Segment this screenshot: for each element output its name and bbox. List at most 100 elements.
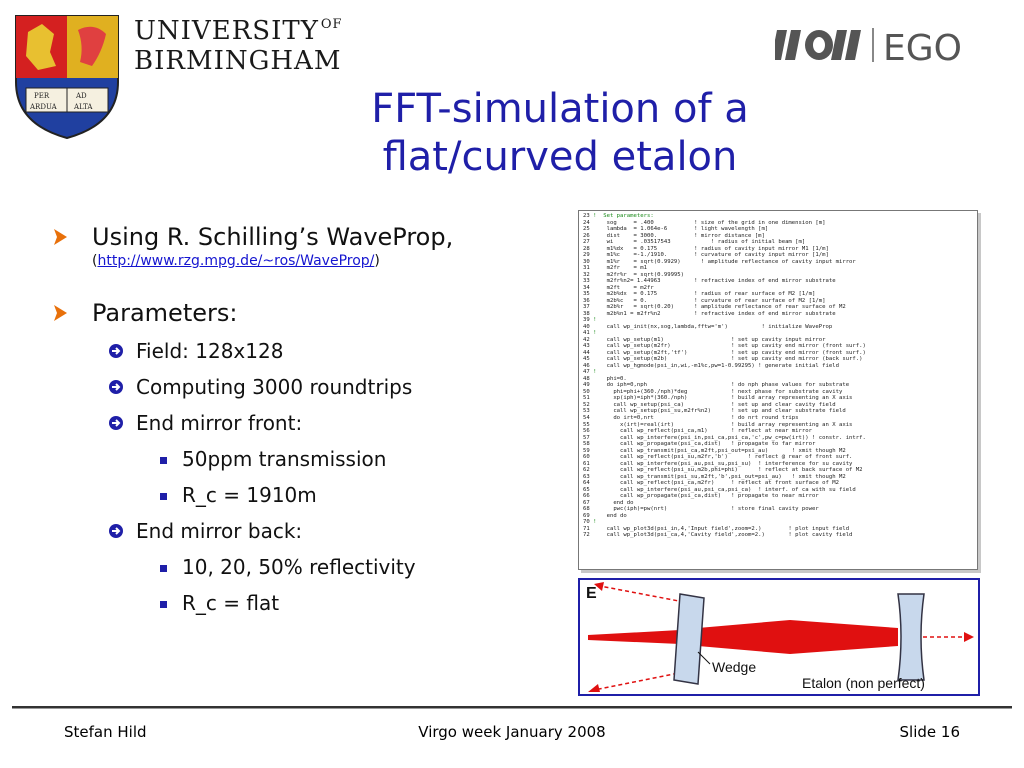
code-line: 40 call wp_init(nx,sog,lambda,fftw='m') … xyxy=(583,324,977,331)
code-line-text: call wp_reflect(psi_su,m2b,phi=phi) ! re… xyxy=(593,467,863,474)
svg-text:AD: AD xyxy=(75,92,87,100)
code-line-number: 70 xyxy=(583,519,594,526)
code-line: 63 call wp_transmit(psi_su,m2ft,'b',psi_… xyxy=(583,474,977,481)
code-line-number: 46 xyxy=(583,362,594,369)
code-line-text: call wp_interfere(psi_in,psi_ca,psi_ca,'… xyxy=(593,434,866,441)
code-line-number: 24 xyxy=(583,219,594,226)
code-line-text: ! xyxy=(593,330,597,337)
code-line-number: 56 xyxy=(583,428,594,435)
code-line-number: 41 xyxy=(583,330,594,337)
link-prefix: ( xyxy=(92,253,98,269)
code-line-text: sog = .400 ! size of the grid in one dim… xyxy=(593,219,826,226)
etalon-diagram: E Wedge Etalon (non perfect) xyxy=(578,578,980,696)
code-line: 30 m1%r = sqrt(0.9929) ! amplitude refle… xyxy=(583,259,977,266)
wedge-optic xyxy=(673,593,705,685)
code-line-text: wi = .03517543 ! radius of initial beam … xyxy=(593,239,806,246)
svg-text:ARDUA: ARDUA xyxy=(29,103,58,111)
code-line-number: 61 xyxy=(583,460,594,467)
sub-sub-bullet-reflectivity: 10, 20, 50% reflectivity xyxy=(52,554,572,580)
circle-arrow-icon xyxy=(109,344,123,358)
footer-slide-number: Slide 16 xyxy=(899,723,960,741)
code-line: 38 m2b%n1 = m2fr%n2 ! refractive index o… xyxy=(583,311,977,318)
code-line: 60 call wp_reflect(psi_su,m2fr,'b') ! re… xyxy=(583,454,977,461)
sub-sub-bullet-rc-front: R_c = 1910m xyxy=(52,482,572,508)
cavity-beam xyxy=(698,620,898,654)
code-line-number: 26 xyxy=(583,232,594,239)
code-line: 43 call wp_setup(m2fr) ! set up cavity e… xyxy=(583,343,977,350)
code-line: 46 call wp_hgmode(psi_in,wi,-m1%c,pw=1-0… xyxy=(583,363,977,370)
code-line-text: call wp_hgmode(psi_in,wi,-m1%c,pw=1-0.99… xyxy=(593,362,839,369)
code-line: 27 wi = .03517543 ! radius of initial be… xyxy=(583,239,977,246)
code-line-number: 63 xyxy=(583,473,594,480)
code-line: 45 call wp_setup(m2b) ! set up cavity en… xyxy=(583,356,977,363)
code-line-number: 47 xyxy=(583,369,594,376)
code-line-number: 60 xyxy=(583,454,594,461)
code-line-number: 49 xyxy=(583,382,594,389)
slide-title: FFT-simulation of a flat/curved etalon xyxy=(300,85,820,181)
code-line: 66 call wp_propagate(psi_ca,dist) ! prop… xyxy=(583,493,977,500)
university-of: OF xyxy=(320,17,343,32)
code-line-text: call wp_setup(m2ft,'tf') ! set up cavity… xyxy=(593,349,866,356)
code-line-text: m1%r = sqrt(0.9929) ! amplitude reflecta… xyxy=(593,258,856,265)
footer-event: Virgo week January 2008 xyxy=(418,723,606,741)
wave-prop-link[interactable]: http://www.rzg.mpg.de/~ros/WaveProp/ xyxy=(97,253,375,269)
arrow-bullet-icon xyxy=(54,305,67,321)
svg-text:ALTA: ALTA xyxy=(73,103,93,111)
reflected-arrow-up xyxy=(599,585,685,603)
bullet-parameters-text: Parameters: xyxy=(92,299,238,327)
code-line-text: call wp_plot3d(psi_ca,4,'Cavity field',z… xyxy=(593,532,853,539)
code-line-number: 53 xyxy=(583,408,594,415)
code-line-number: 57 xyxy=(583,434,594,441)
code-line-text: phi=0. xyxy=(593,375,627,382)
ego-logo-text: EGO xyxy=(883,28,962,68)
code-line-text: ! xyxy=(593,519,597,526)
code-line-text: end do xyxy=(593,499,634,506)
code-line-number: 31 xyxy=(583,265,594,272)
code-line-number: 64 xyxy=(583,480,594,487)
code-line-number: 59 xyxy=(583,447,594,454)
code-listing: 23 ! Set parameters: 24 sog = .400 ! size… xyxy=(579,211,977,539)
code-line: 61 call wp_interfere(psi_au,psi_su,psi_s… xyxy=(583,461,977,468)
wave-prop-link-line: (http://www.rzg.mpg.de/~ros/WaveProp/) xyxy=(52,252,572,270)
code-line-text: do iph=0,nph ! do nph phase values for s… xyxy=(593,382,850,389)
code-line-text: call wp_reflect(psi_ca,m2fr) ! reflect a… xyxy=(593,480,839,487)
code-line: 39 ! xyxy=(583,317,977,324)
code-line-number: 50 xyxy=(583,388,594,395)
code-line: 64 call wp_reflect(psi_ca,m2fr) ! reflec… xyxy=(583,480,977,487)
code-line: 35 m2b%dx = 0.175 ! radius of rear surfa… xyxy=(583,291,977,298)
code-line-text: call wp_reflect(psi_su,m2fr,'b') ! refle… xyxy=(593,454,853,461)
footer-author: Stefan Hild xyxy=(64,723,147,741)
code-line-text: m1%c =-1./1910. ! curvature of cavity in… xyxy=(593,252,829,259)
code-line-text: call wp_propagate(psi_ca,dist) ! propaga… xyxy=(593,493,819,500)
ego-logo: EGO xyxy=(775,28,962,68)
code-line-text: m2b%dx = 0.175 ! radius of rear surface … xyxy=(593,291,816,298)
code-line: 23 ! Set parameters: xyxy=(583,213,977,220)
sub-bullet-end-mirror-front-text: End mirror front: xyxy=(136,411,303,435)
code-line-number: 37 xyxy=(583,304,594,311)
code-line: 47 ! xyxy=(583,369,977,376)
code-line: 24 sog = .400 ! size of the grid in one … xyxy=(583,220,977,227)
code-line: 54 do irt=0,nrt ! do nrt round trips xyxy=(583,415,977,422)
code-line-number: 68 xyxy=(583,506,594,513)
sub-bullet-end-mirror-back: End mirror back: xyxy=(52,518,572,544)
code-line-text: end do xyxy=(593,512,627,519)
code-line: 41 ! xyxy=(583,330,977,337)
square-bullet-icon xyxy=(160,601,167,608)
reflected-arrow-down xyxy=(593,671,685,691)
code-line: 65 call wp_interfere(psi_au,psi_ca,psi_c… xyxy=(583,487,977,494)
university-line2: BIRMINGHAM xyxy=(134,46,342,76)
bullet-list: Using R. Schilling’s WaveProp, (http://w… xyxy=(52,222,572,616)
code-line-text: call wp_setup(m1) ! set up cavity input … xyxy=(593,336,826,343)
reflected-arrowhead-up-icon xyxy=(594,582,604,591)
code-listing-panel: 23 ! Set parameters: 24 sog = .400 ! size… xyxy=(578,210,978,570)
code-line-number: 29 xyxy=(583,252,594,259)
code-line-number: 48 xyxy=(583,375,594,382)
code-line-text: xp(iph)=iph*(360./nph) ! build array rep… xyxy=(593,395,853,402)
code-line-text: call wp_setup(m2b) ! set up cavity end m… xyxy=(593,356,863,363)
title-line2: flat/curved etalon xyxy=(382,134,738,180)
code-line-text: dist = 3000. ! mirror distance [m] xyxy=(593,232,765,239)
code-line-number: 54 xyxy=(583,414,594,421)
code-line-text: m2fr%r = sqrt(0.99995) xyxy=(593,271,685,278)
code-line-text: phi=phi+(360./nph)*deg ! next phase for … xyxy=(593,388,843,395)
code-line-text: call wp_interfere(psi_au,psi_ca,psi_ca) … xyxy=(593,486,856,493)
